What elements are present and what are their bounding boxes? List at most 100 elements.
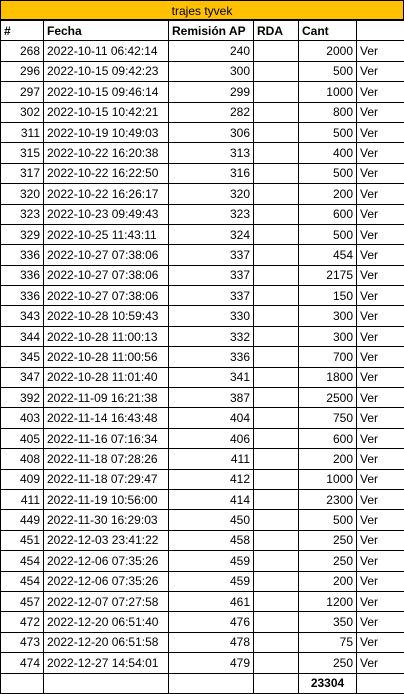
cell-id: 449	[1, 510, 44, 530]
cell-remision: 450	[169, 510, 254, 530]
cell-remision: 459	[169, 571, 254, 591]
ver-link[interactable]: Ver	[357, 571, 404, 591]
cell-remision: 337	[169, 265, 254, 285]
cell-fecha: 2022-10-27 07:38:06	[44, 245, 169, 265]
ver-link[interactable]: Ver	[357, 163, 404, 183]
ver-link[interactable]: Ver	[357, 326, 404, 346]
cell-remision: 387	[169, 388, 254, 408]
cell-id: 329	[1, 224, 44, 244]
cell-rda	[254, 224, 299, 244]
cell-fecha: 2022-11-30 16:29:03	[44, 510, 169, 530]
ver-link[interactable]: Ver	[357, 408, 404, 428]
cell-rda	[254, 265, 299, 285]
ver-link[interactable]: Ver	[357, 469, 404, 489]
cell-remision: 341	[169, 367, 254, 387]
cell-remision: 406	[169, 428, 254, 448]
cell-fecha: 2022-12-20 06:51:40	[44, 612, 169, 632]
header-row: # Fecha Remisión AP RDA Cant	[1, 21, 404, 41]
cell-fecha: 2022-10-28 11:00:56	[44, 347, 169, 367]
cell-rda	[254, 489, 299, 509]
cell-remision: 324	[169, 224, 254, 244]
cell-remision: 459	[169, 551, 254, 571]
cell-id: 336	[1, 245, 44, 265]
ver-link[interactable]: Ver	[357, 204, 404, 224]
ver-link[interactable]: Ver	[357, 530, 404, 550]
ver-link[interactable]: Ver	[357, 367, 404, 387]
ver-link[interactable]: Ver	[357, 61, 404, 81]
cell-id: 473	[1, 632, 44, 652]
ver-link[interactable]: Ver	[357, 286, 404, 306]
cell-rda	[254, 530, 299, 550]
cell-fecha: 2022-10-22 16:26:17	[44, 184, 169, 204]
cell-cant: 2300	[299, 489, 357, 509]
ver-link[interactable]: Ver	[357, 265, 404, 285]
cell-remision: 337	[169, 286, 254, 306]
ver-link[interactable]: Ver	[357, 510, 404, 530]
cell-rda	[254, 632, 299, 652]
ver-link[interactable]: Ver	[357, 82, 404, 102]
cell-id: 403	[1, 408, 44, 428]
cell-remision: 404	[169, 408, 254, 428]
cell-id: 336	[1, 286, 44, 306]
cell-id: 302	[1, 102, 44, 122]
cell-cant: 2500	[299, 388, 357, 408]
cell-fecha: 2022-10-28 10:59:43	[44, 306, 169, 326]
ver-link[interactable]: Ver	[357, 428, 404, 448]
ver-link[interactable]: Ver	[357, 41, 404, 61]
ver-link[interactable]: Ver	[357, 224, 404, 244]
ver-link[interactable]: Ver	[357, 306, 404, 326]
cell-rda	[254, 286, 299, 306]
ver-link[interactable]: Ver	[357, 102, 404, 122]
cell-fecha: 2022-10-25 11:43:11	[44, 224, 169, 244]
ver-link[interactable]: Ver	[357, 632, 404, 652]
cell-remision: 336	[169, 347, 254, 367]
ver-link[interactable]: Ver	[357, 591, 404, 611]
ver-link[interactable]: Ver	[357, 551, 404, 571]
ver-link[interactable]: Ver	[357, 184, 404, 204]
cell-fecha: 2022-10-15 09:46:14	[44, 82, 169, 102]
cell-fecha: 2022-11-16 07:16:34	[44, 428, 169, 448]
cell-id: 296	[1, 61, 44, 81]
cell-rda	[254, 143, 299, 163]
cell-rda	[254, 653, 299, 673]
total-row: 23304	[1, 673, 404, 693]
cell-fecha: 2022-10-15 09:42:23	[44, 61, 169, 81]
cell-cant: 500	[299, 163, 357, 183]
ver-link[interactable]: Ver	[357, 388, 404, 408]
cell-cant: 800	[299, 102, 357, 122]
cell-id: 343	[1, 306, 44, 326]
cell-id: 451	[1, 530, 44, 550]
ver-link[interactable]: Ver	[357, 612, 404, 632]
cell-rda	[254, 591, 299, 611]
total-blank-rda	[254, 673, 299, 693]
cell-cant: 350	[299, 612, 357, 632]
ver-link[interactable]: Ver	[357, 245, 404, 265]
ver-link[interactable]: Ver	[357, 122, 404, 142]
header-id: #	[1, 21, 44, 41]
cell-remision: 414	[169, 489, 254, 509]
ver-link[interactable]: Ver	[357, 653, 404, 673]
cell-cant: 200	[299, 184, 357, 204]
header-cant: Cant	[299, 21, 357, 41]
ver-link[interactable]: Ver	[357, 143, 404, 163]
total-blank-ver	[357, 673, 404, 693]
ver-link[interactable]: Ver	[357, 489, 404, 509]
cell-id: 311	[1, 122, 44, 142]
ver-link[interactable]: Ver	[357, 347, 404, 367]
ver-link[interactable]: Ver	[357, 449, 404, 469]
